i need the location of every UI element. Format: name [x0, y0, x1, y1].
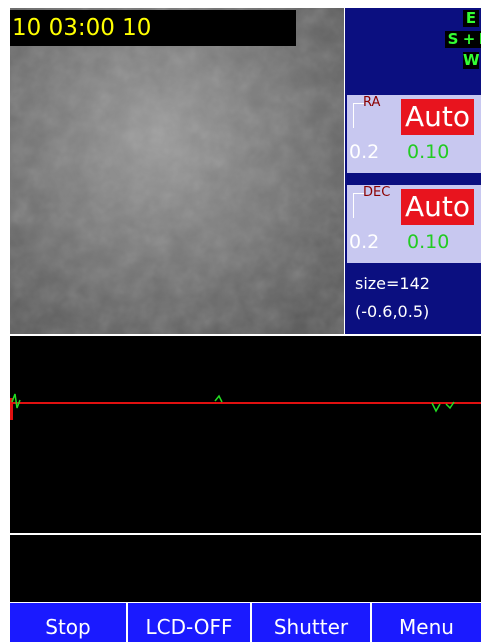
compass-east: E — [463, 10, 479, 27]
compass-south: S — [445, 31, 461, 48]
lcd-off-button[interactable]: LCD-OFF — [128, 603, 250, 642]
bracket — [353, 103, 364, 128]
ra-right-value: 0.10 — [407, 141, 450, 163]
guide-graph — [10, 336, 481, 602]
marker — [10, 398, 13, 420]
dec-left-value: 0.2 — [349, 231, 380, 253]
bracket — [353, 193, 364, 218]
ra-box: RA Auto 0.2 0.10 — [347, 95, 481, 173]
camera-image — [10, 8, 344, 334]
compass-north: N — [477, 31, 481, 48]
dec-box: DEC Auto 0.2 0.10 — [347, 185, 481, 263]
dec-right-value: 0.10 — [407, 231, 450, 253]
side-panel: E S + N W RA Auto 0.2 0.10 DEC Auto 0.2 … — [345, 8, 481, 334]
stop-button[interactable]: Stop — [10, 603, 126, 642]
ra-mode[interactable]: Auto — [401, 99, 475, 135]
ra-left-value: 0.2 — [349, 141, 380, 163]
star-offset: (-0.6,0.5) — [355, 302, 430, 321]
dec-label: DEC — [363, 185, 391, 200]
star-size: size=142 — [355, 274, 430, 293]
menu-button[interactable]: Menu — [372, 603, 481, 642]
dec-mode[interactable]: Auto — [401, 189, 475, 225]
timestamp: 10 03:00 10 — [10, 10, 296, 46]
ra-label: RA — [363, 95, 381, 110]
compass-center: + — [461, 30, 477, 48]
trace — [11, 393, 455, 413]
compass-west: W — [463, 51, 480, 69]
shutter-button[interactable]: Shutter — [252, 603, 370, 642]
